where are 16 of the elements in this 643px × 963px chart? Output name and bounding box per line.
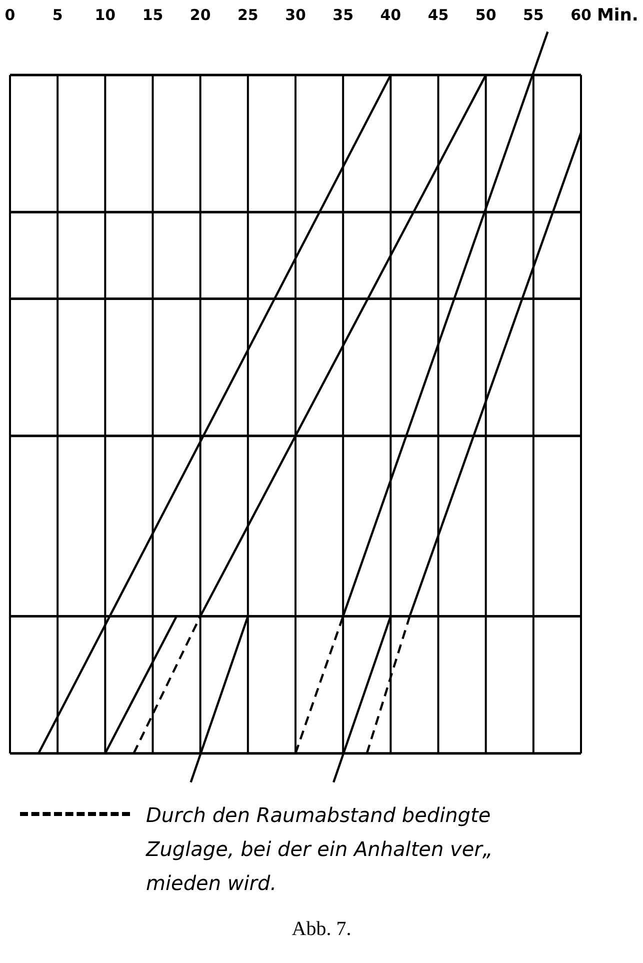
caption: Abb. 7. <box>290 918 352 941</box>
x-tick-label: 45 <box>428 6 449 24</box>
x-tick-label: 15 <box>142 6 164 24</box>
x-tick-label: 20 <box>190 6 211 24</box>
x-tick-label: 30 <box>285 6 306 24</box>
text: Durch den Raumabstand bedingte Zuglage, bei der ein Anhalten ver„ mieden wird. <box>146 802 494 897</box>
x-axis-title: Min. <box>597 5 638 26</box>
x-tick-label: 0 <box>4 6 16 24</box>
x-tick-label: 5 <box>52 6 63 24</box>
x-tick-label: 50 <box>475 6 496 24</box>
x-tick-label: 55 <box>522 6 544 24</box>
x-tick-label: 40 <box>380 6 402 24</box>
x-tick-label: 10 <box>94 6 116 24</box>
x-tick-label: 60 <box>570 6 592 24</box>
x-tick-label: 25 <box>237 6 258 24</box>
x-tick-label: 35 <box>332 6 354 24</box>
